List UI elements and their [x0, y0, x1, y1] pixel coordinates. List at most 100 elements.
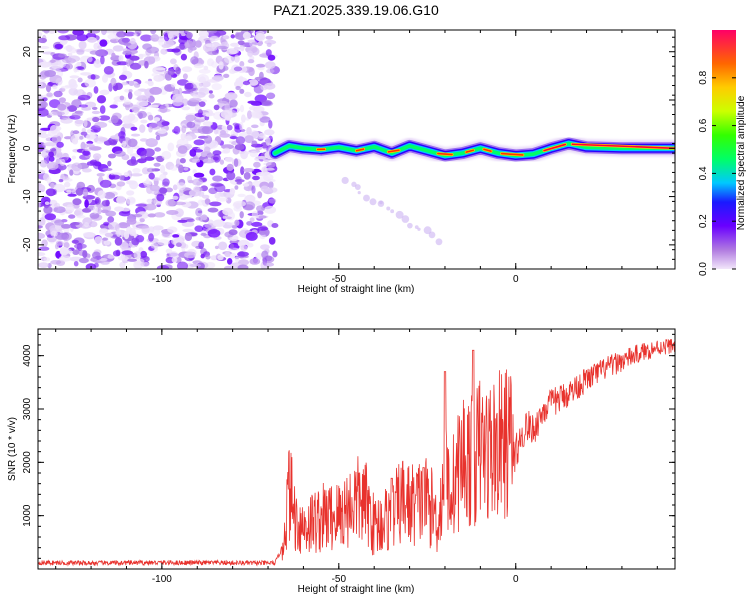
noise-blob: [226, 124, 233, 131]
noise-blob: [83, 119, 88, 128]
noise-blob: [55, 232, 68, 240]
noise-blob: [255, 172, 266, 177]
noise-blob: [65, 204, 75, 213]
noise-blob: [176, 261, 189, 269]
noise-blob: [224, 251, 231, 257]
noise-blob: [64, 136, 73, 140]
noise-blob: [136, 211, 150, 220]
noise-blob: [67, 52, 73, 57]
noise-blob: [38, 232, 46, 239]
noise-blob: [219, 159, 225, 165]
noise-blob: [73, 67, 78, 73]
noise-blob: [38, 152, 43, 157]
noise-blob: [265, 35, 273, 40]
noise-blob: [116, 61, 129, 66]
noise-blob: [260, 244, 270, 251]
noise-blob: [179, 36, 189, 40]
noise-blob: [233, 66, 243, 72]
noise-blob: [76, 49, 85, 55]
colorbar-gradient: [712, 30, 736, 269]
noise-blob: [199, 76, 206, 83]
noise-blob: [265, 49, 272, 57]
noise-blob: [240, 166, 245, 176]
noise-blob: [153, 162, 161, 167]
noise-blob: [145, 138, 158, 148]
noise-blob: [222, 207, 234, 216]
noise-blob: [144, 156, 155, 161]
noise-blob: [247, 50, 254, 57]
noise-blob: [116, 181, 126, 187]
noise-blob: [94, 198, 100, 204]
snr-xlabel: Height of straight line (km): [298, 584, 415, 595]
noise-blob: [229, 188, 236, 195]
noise-blob: [130, 126, 138, 131]
noise-blob: [126, 58, 132, 67]
noise-blob: [248, 106, 258, 111]
noise-blob: [86, 36, 97, 43]
noise-blob: [251, 221, 263, 227]
noise-blob: [198, 101, 206, 107]
noise-blob: [92, 116, 100, 123]
noise-blob: [58, 97, 66, 103]
noise-blob: [114, 150, 126, 157]
noise-blob: [167, 68, 175, 76]
noise-blob: [119, 207, 131, 212]
noise-blob: [205, 113, 211, 117]
noise-blob: [114, 237, 123, 246]
streak-blob: [435, 238, 443, 246]
noise-blob: [106, 74, 115, 79]
noise-blob: [48, 151, 54, 158]
colorbar-tick-label: 0.0: [698, 262, 709, 276]
noise-blob: [165, 199, 176, 207]
noise-blob: [140, 119, 148, 124]
noise-blob: [38, 61, 52, 68]
noise-blob: [234, 256, 240, 263]
noise-blob: [198, 68, 211, 74]
noise-blob: [158, 38, 164, 46]
noise-blob: [179, 242, 187, 249]
noise-blob: [54, 202, 60, 208]
noise-blob: [257, 226, 269, 231]
noise-blob: [256, 205, 265, 212]
noise-blob: [264, 129, 275, 136]
noise-blob: [211, 61, 218, 68]
noise-blob: [159, 164, 166, 174]
noise-blob: [79, 135, 84, 140]
noise-blob: [170, 83, 176, 88]
noise-blob: [103, 140, 113, 146]
noise-blob: [121, 250, 133, 255]
noise-blob: [136, 158, 147, 164]
noise-blob: [165, 187, 173, 193]
colorbar-ticks: 0.0 0.2 0.4 0.6 0.8: [698, 70, 736, 276]
noise-blob: [239, 121, 244, 131]
noise-blob: [43, 30, 50, 34]
noise-blob: [255, 156, 268, 160]
noise-blob: [44, 213, 56, 221]
noise-blob: [40, 101, 48, 108]
noise-blob: [249, 40, 258, 48]
noise-blob: [209, 168, 216, 176]
noise-blob: [98, 258, 108, 262]
noise-blob: [119, 241, 129, 250]
noise-blob: [56, 141, 64, 148]
noise-blob: [113, 82, 123, 91]
noise-blob: [87, 56, 93, 63]
noise-blob: [122, 122, 135, 129]
noise-blob: [127, 258, 137, 262]
noise-blob: [38, 262, 49, 268]
noise-blob: [245, 231, 258, 241]
noise-blob: [119, 175, 125, 181]
noise-blob: [233, 205, 242, 212]
noise-blob: [59, 246, 69, 256]
noise-blob: [152, 67, 166, 71]
noise-blob: [66, 189, 72, 194]
streak-blob: [428, 231, 436, 239]
noise-blob: [70, 222, 80, 226]
noise-blob: [205, 43, 215, 48]
noise-blob: [237, 193, 246, 198]
noise-blob: [198, 241, 205, 250]
colorbar-tick-label: 0.2: [698, 214, 709, 228]
noise-blob: [213, 74, 224, 82]
colorbar-tick-label: 0.8: [698, 70, 709, 84]
noise-blob: [148, 233, 154, 242]
